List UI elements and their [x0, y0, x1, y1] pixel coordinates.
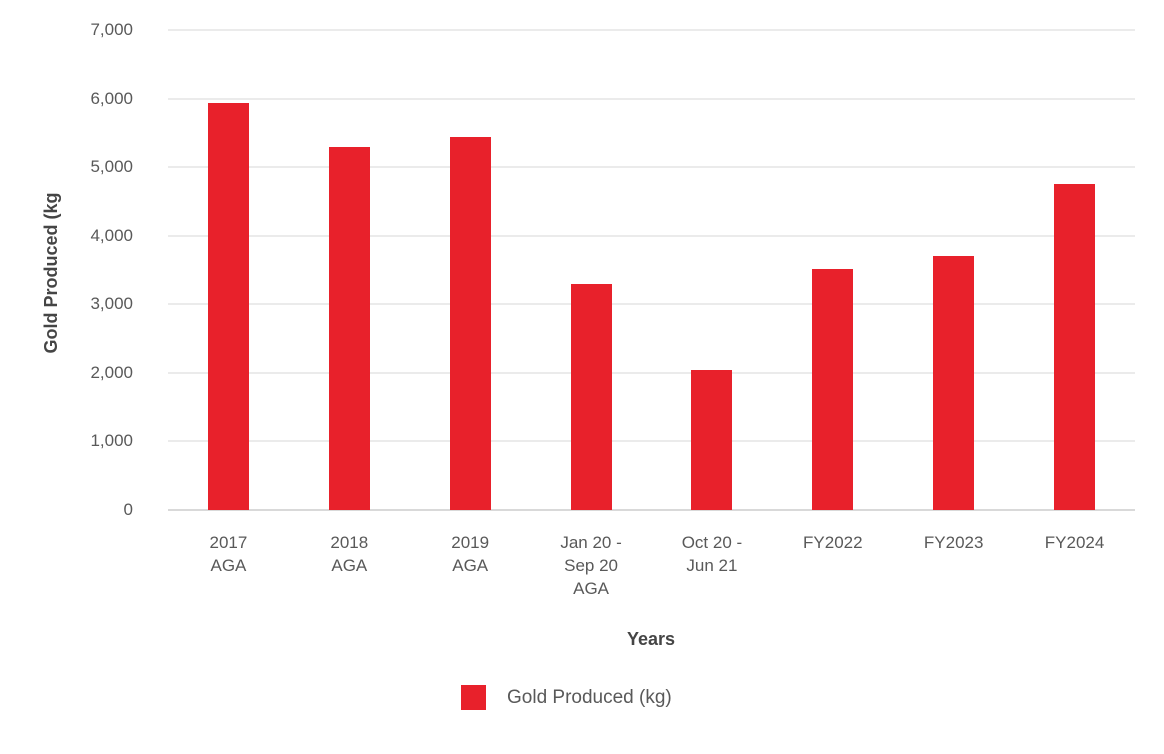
y-tick-label: 2,000 — [90, 362, 133, 382]
x-axis-line — [168, 509, 1135, 511]
y-tick-label: 1,000 — [90, 431, 133, 451]
x-tick-label: Jan 20 - Sep 20 AGA — [560, 533, 622, 598]
bar — [570, 283, 612, 510]
bar — [691, 370, 733, 510]
gridline — [168, 303, 1135, 306]
y-tick-label: 6,000 — [90, 88, 133, 108]
gridline — [168, 234, 1135, 237]
x-tick-label: 2018 AGA — [330, 533, 369, 575]
bar — [812, 269, 854, 510]
legend-swatch — [461, 685, 486, 710]
gridline — [168, 440, 1135, 443]
x-tick-label: FY2022 — [803, 533, 863, 552]
x-tick-label: FY2023 — [923, 533, 984, 552]
y-tick-label: 4,000 — [90, 225, 133, 245]
gridline — [168, 29, 1135, 31]
x-tick-label: Oct 20 - Jun 21 — [681, 533, 743, 575]
bar — [933, 255, 975, 510]
gridline — [168, 371, 1135, 374]
bar — [1054, 184, 1096, 510]
y-tick-label: 3,000 — [90, 294, 133, 314]
y-axis-title: Gold Produced (kg — [41, 192, 61, 354]
x-axis-title: Years — [626, 629, 676, 649]
x-tick-label: 2017 AGA — [209, 533, 248, 575]
x-tick-label: FY2024 — [1044, 533, 1105, 552]
bar — [207, 103, 249, 510]
y-tick-label: 5,000 — [90, 157, 133, 177]
legend-label: Gold Produced (kg) — [507, 687, 672, 708]
legend: Gold Produced (kg) — [461, 685, 672, 710]
bar — [328, 147, 370, 510]
y-tick-label: 7,000 — [90, 20, 133, 39]
gridline — [168, 166, 1135, 169]
y-tick-label: 0 — [123, 500, 133, 519]
gridline — [168, 97, 1135, 100]
bar — [449, 136, 491, 510]
x-tick-label: 2019 AGA — [451, 533, 490, 575]
